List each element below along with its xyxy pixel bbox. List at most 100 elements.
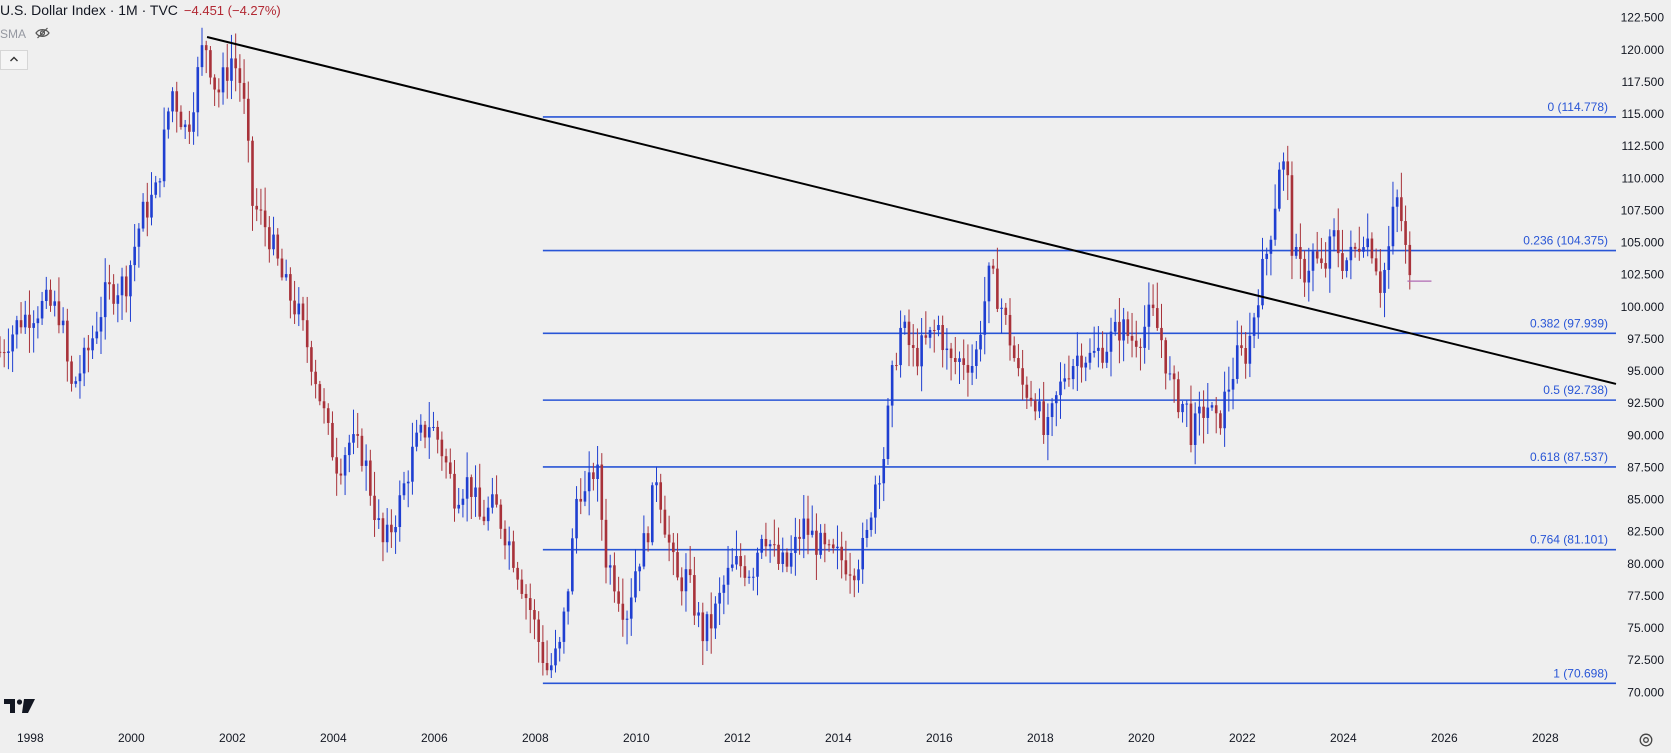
candle-body bbox=[7, 351, 10, 353]
y-tick-label: 110.000 bbox=[1622, 171, 1665, 185]
candle-body bbox=[840, 546, 843, 561]
candle-body bbox=[57, 301, 61, 326]
candle-body bbox=[259, 209, 263, 211]
candle-body bbox=[1286, 161, 1290, 176]
candle-body bbox=[688, 569, 692, 576]
trendline[interactable] bbox=[206, 36, 1617, 385]
candle-body bbox=[1000, 307, 1003, 309]
candle-body bbox=[1189, 403, 1193, 445]
candle-body bbox=[810, 530, 814, 535]
candle-body bbox=[154, 182, 158, 195]
candle-body bbox=[470, 477, 473, 497]
candle-body bbox=[183, 124, 187, 128]
candle-body bbox=[192, 112, 195, 132]
candle-body bbox=[1383, 269, 1386, 293]
candle-body bbox=[1012, 345, 1016, 359]
candle-body bbox=[1008, 314, 1012, 346]
x-tick-label: 2024 bbox=[1330, 731, 1357, 745]
candle-body bbox=[0, 351, 2, 353]
fib-level-label: 0.5 (92.738) bbox=[1543, 383, 1608, 397]
candle-body bbox=[1248, 335, 1252, 364]
candle-body bbox=[558, 641, 562, 649]
x-tick-label: 2008 bbox=[522, 731, 549, 745]
fibonacci-retracement[interactable]: 0 (114.778) 0.236 (104.375) 0.382 (97.939)… bbox=[542, 100, 1616, 685]
candle-body bbox=[440, 439, 444, 457]
candle-body bbox=[402, 483, 406, 496]
indicator-legend[interactable]: SMA bbox=[0, 27, 50, 42]
candle-body bbox=[528, 598, 532, 611]
candle-body bbox=[882, 459, 886, 484]
price-axis[interactable]: 70.000 72.500 75.000 77.500 80.000 82.500 85.0… bbox=[1621, 11, 1665, 700]
candle-body bbox=[600, 464, 604, 520]
candle-body bbox=[448, 462, 452, 474]
candle-body bbox=[659, 482, 663, 510]
candle-body bbox=[924, 335, 928, 338]
candle-body bbox=[1290, 175, 1294, 256]
candle-body bbox=[970, 366, 974, 373]
y-tick-label: 75.000 bbox=[1627, 621, 1664, 635]
y-tick-label: 95.000 bbox=[1627, 364, 1664, 378]
candle-body bbox=[352, 434, 355, 443]
candle-body bbox=[406, 481, 410, 484]
time-axis[interactable]: 1998 2000 2002 2004 2006 2008 2010 2012 2014 2016… bbox=[17, 731, 1559, 745]
settings-gear-icon[interactable] bbox=[1638, 732, 1654, 753]
candle-body bbox=[895, 365, 898, 367]
candle-body bbox=[1349, 246, 1353, 261]
candle-body bbox=[646, 533, 650, 543]
indicator-name[interactable]: SMA bbox=[0, 27, 26, 41]
candle-body bbox=[204, 45, 208, 51]
candle-body bbox=[436, 426, 439, 440]
candle-body bbox=[722, 584, 726, 593]
candle-body bbox=[1105, 351, 1109, 363]
fib-level-label: 0.382 (97.939) bbox=[1530, 316, 1608, 330]
candle-body bbox=[40, 301, 44, 319]
tradingview-logo-icon[interactable] bbox=[4, 698, 36, 719]
candle-body bbox=[1256, 305, 1260, 318]
candle-body bbox=[78, 373, 82, 382]
candle-body bbox=[343, 455, 347, 476]
candle-body bbox=[1387, 246, 1391, 270]
candle-body bbox=[794, 536, 797, 554]
candle-body bbox=[103, 282, 107, 318]
candle-body bbox=[966, 364, 970, 373]
candle-body bbox=[1408, 244, 1412, 276]
candle-body bbox=[537, 619, 540, 642]
candle-body bbox=[95, 331, 99, 339]
candle-body bbox=[423, 424, 427, 438]
candle-body bbox=[928, 330, 932, 338]
fib-level-label: 0.618 (87.537) bbox=[1530, 450, 1608, 464]
y-tick-label: 117.500 bbox=[1622, 75, 1665, 89]
candle-body bbox=[596, 464, 599, 480]
candle-body bbox=[1139, 346, 1142, 348]
y-tick-label: 112.500 bbox=[1622, 139, 1665, 153]
candle-body bbox=[272, 234, 275, 250]
candle-body bbox=[339, 473, 343, 476]
x-tick-label: 2006 bbox=[421, 731, 448, 745]
candle-body bbox=[373, 495, 376, 521]
candle-body bbox=[642, 533, 646, 567]
candle-body bbox=[394, 526, 397, 533]
candle-body bbox=[831, 544, 835, 549]
x-tick-label: 2018 bbox=[1027, 731, 1054, 745]
eye-off-icon[interactable] bbox=[34, 27, 50, 42]
candle-body bbox=[827, 544, 831, 546]
candle-body bbox=[91, 338, 94, 351]
candle-body bbox=[760, 538, 764, 553]
candle-body bbox=[1324, 263, 1327, 269]
candle-body bbox=[301, 303, 305, 321]
candle-body bbox=[1126, 319, 1130, 336]
candle-body bbox=[1155, 308, 1159, 328]
trendline-line[interactable] bbox=[206, 36, 1617, 385]
collapse-legend-button[interactable] bbox=[0, 50, 28, 70]
candle-body bbox=[1097, 347, 1100, 351]
candle-body bbox=[1210, 405, 1214, 408]
candle-body bbox=[638, 566, 641, 572]
candle-body bbox=[655, 482, 658, 486]
candle-body bbox=[246, 98, 250, 141]
x-tick-label: 2022 bbox=[1229, 731, 1256, 745]
candle-body bbox=[347, 442, 351, 456]
candle-body bbox=[592, 472, 595, 480]
symbol-title[interactable]: U.S. Dollar Index · 1M · TVC bbox=[0, 2, 178, 18]
candle-body bbox=[1294, 247, 1298, 256]
